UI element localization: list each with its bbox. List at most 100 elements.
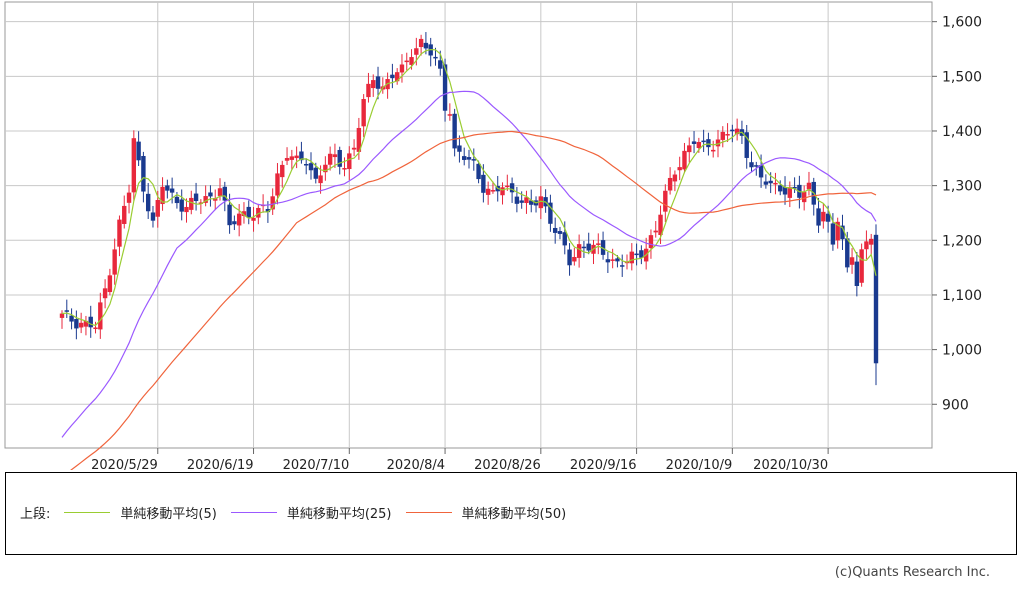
candle-body	[792, 186, 797, 189]
candle-body	[275, 173, 280, 196]
candle-body	[208, 192, 213, 197]
candle-body	[423, 42, 429, 49]
y-tick-label: 1,300	[942, 179, 982, 195]
candle-body	[457, 145, 462, 152]
candle-body	[639, 250, 644, 258]
candle-body	[198, 202, 204, 204]
candle-body	[323, 164, 328, 173]
candle-body	[849, 257, 855, 265]
candle-body	[744, 132, 749, 158]
candle-body	[241, 211, 247, 216]
candle-body	[821, 211, 826, 222]
candle-body	[687, 145, 692, 153]
y-tick-label: 1,100	[942, 288, 982, 304]
candle-body	[873, 234, 879, 364]
candle-body	[308, 163, 314, 171]
x-tick-label: 2020/7/10	[283, 458, 350, 470]
y-tick-label: 1,600	[942, 15, 982, 31]
y-tick-label: 1,400	[942, 124, 982, 140]
candle-body	[280, 164, 285, 178]
candle-body	[509, 183, 515, 193]
candle-body	[246, 206, 251, 218]
candle-body	[677, 167, 682, 171]
candle-body	[98, 302, 103, 330]
candle-body	[859, 249, 864, 283]
candle-body	[485, 188, 491, 195]
candle-body	[552, 227, 558, 233]
candle-body	[390, 74, 395, 79]
candle-body	[706, 139, 711, 148]
candle-body	[490, 190, 496, 192]
candle-body	[64, 310, 69, 312]
candle-body	[505, 185, 510, 188]
x-tick-label: 2020/8/4	[387, 458, 445, 470]
legend-item-sma25: 単純移動平均(25)	[230, 503, 392, 522]
candle-body	[634, 253, 639, 256]
candle-body	[519, 200, 524, 203]
candle-body	[203, 196, 208, 203]
candle-body	[581, 246, 587, 249]
candle-body	[548, 202, 553, 224]
candle-body	[806, 182, 812, 190]
candle-body	[69, 315, 74, 322]
candle-body	[126, 192, 132, 203]
candle-body	[801, 192, 807, 203]
candle-body	[371, 80, 376, 89]
y-tick-label: 1,500	[942, 69, 982, 85]
candle-body	[351, 147, 357, 150]
legend-label-sma5: 単純移動平均(5)	[120, 507, 217, 522]
candle-body	[347, 153, 352, 170]
candle-body	[830, 223, 836, 245]
legend-swatch-sma5	[64, 512, 111, 513]
candle-body	[538, 196, 544, 209]
candle-body	[394, 72, 400, 82]
candle-body	[150, 212, 156, 221]
candle-body	[763, 181, 769, 185]
legend-item-sma50: 単純移動平均(50)	[405, 503, 567, 522]
candle-body	[514, 196, 520, 204]
candle-body	[337, 149, 342, 167]
candle-body	[366, 83, 371, 98]
candle-body	[562, 232, 567, 246]
candle-body	[730, 129, 735, 132]
candle-body	[189, 197, 194, 210]
candle-body	[418, 38, 424, 48]
candle-body	[145, 193, 151, 212]
candle-body	[682, 150, 687, 170]
candle-body	[122, 205, 127, 224]
candle-body	[375, 76, 381, 89]
candle-body	[193, 193, 199, 202]
candle-body	[672, 174, 678, 182]
candle-body	[117, 219, 122, 247]
candle-body	[711, 149, 716, 152]
candle-body	[462, 156, 467, 160]
candle-body	[236, 213, 242, 226]
candle-body	[361, 99, 366, 127]
candle-body	[586, 243, 591, 251]
candle-body	[131, 138, 137, 193]
candle-body	[854, 261, 860, 286]
candle-body	[414, 48, 419, 55]
candle-body	[399, 64, 405, 73]
candle-body	[768, 180, 773, 184]
ma-line-5	[61, 48, 877, 327]
candle-body	[567, 249, 572, 266]
candle-body	[648, 235, 654, 249]
legend-label-sma50: 単純移動平均(50)	[461, 507, 567, 522]
candle-body	[696, 141, 702, 148]
candle-body	[438, 60, 443, 69]
candle-body	[332, 154, 338, 158]
candle-body	[251, 217, 256, 221]
candle-body	[289, 156, 295, 160]
y-tick-label: 900	[942, 397, 969, 413]
candle-body	[725, 134, 730, 136]
legend-swatch-sma50	[405, 512, 452, 513]
candle-body	[155, 200, 160, 217]
plot-area	[4, 1, 933, 449]
candle-body	[433, 56, 438, 59]
candle-body	[112, 249, 117, 275]
candle-body	[174, 196, 180, 204]
candle-body	[701, 140, 706, 143]
candle-body	[284, 158, 290, 161]
candle-body	[629, 251, 634, 264]
